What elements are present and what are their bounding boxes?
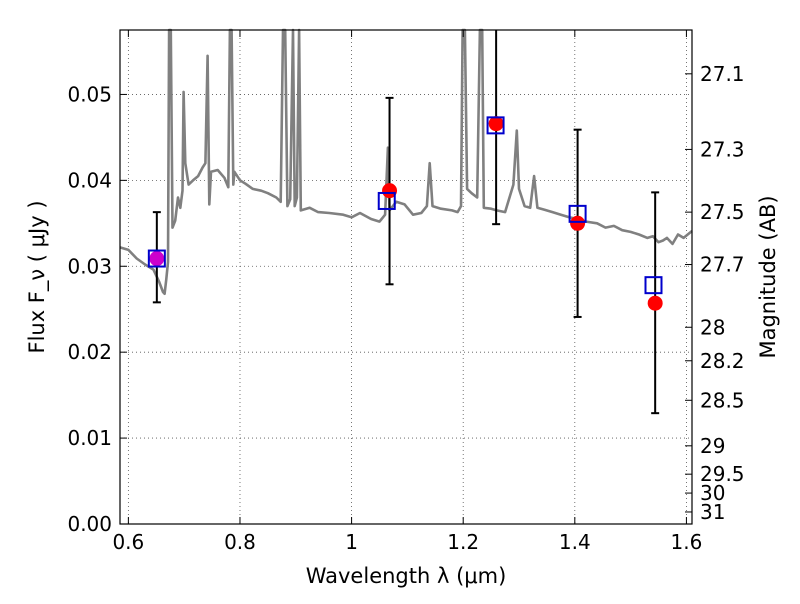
model-flux-square (644, 276, 663, 295)
magnitude-tick-label: 27.3 (700, 137, 745, 161)
model-flux-square (486, 116, 505, 135)
markers (147, 116, 663, 311)
magnitude-tick-label: 29 (700, 434, 725, 458)
spectrum-line (119, 28, 693, 296)
y-tick-label: 0.01 (67, 426, 112, 450)
plot-frame (119, 29, 693, 525)
x-tick-label: 1.6 (671, 530, 703, 554)
x-tick-label: 1 (345, 530, 358, 554)
magnitude-tick-label: 28.2 (700, 349, 745, 373)
magnitude-tick-label: 31 (700, 500, 725, 524)
magnitude-tick-label: 27.7 (700, 253, 745, 277)
magnitude-tick-label: 27.5 (700, 200, 745, 224)
x-tick-label: 0.6 (112, 530, 144, 554)
y-axis-label: Flux F_ν ( μJy ) (25, 200, 50, 353)
magnitude-tick-label: 27.1 (700, 62, 745, 86)
y-tick-label: 0.04 (67, 168, 112, 192)
ticks: 0.6 0.8 1 1.2 1.4 1.6 0.00 0.01 0.02 0.03 0.04 0.05… (67, 30, 745, 554)
measured-flux-point (149, 251, 165, 267)
magnitude-tick-label: 30 (700, 481, 725, 505)
measured-flux-point (382, 183, 398, 199)
measured-flux-point (647, 295, 663, 311)
y-tick-label: 0.03 (67, 254, 112, 278)
x-tick-label: 0.8 (224, 530, 256, 554)
y-axis-right-label: Magnitude (AB) (756, 195, 780, 358)
x-tick-label: 1.4 (559, 530, 591, 554)
measured-flux-point (570, 215, 586, 231)
x-tick-label: 1.2 (447, 530, 479, 554)
model-flux-square (147, 249, 166, 268)
model-flux-square (568, 204, 587, 223)
x-axis-label: Wavelength λ (μm) (306, 564, 507, 588)
spectrum-series (119, 28, 693, 296)
model-flux-square (377, 191, 396, 210)
magnitude-tick-label: 28 (700, 315, 725, 339)
y-tick-label: 0.00 (67, 512, 112, 536)
measured-flux-point (488, 116, 504, 132)
magnitude-tick-label: 28.5 (700, 388, 745, 412)
y-tick-label: 0.05 (67, 82, 112, 106)
y-tick-label: 0.02 (67, 340, 112, 364)
magnitude-tick-label: 29.5 (700, 462, 745, 486)
